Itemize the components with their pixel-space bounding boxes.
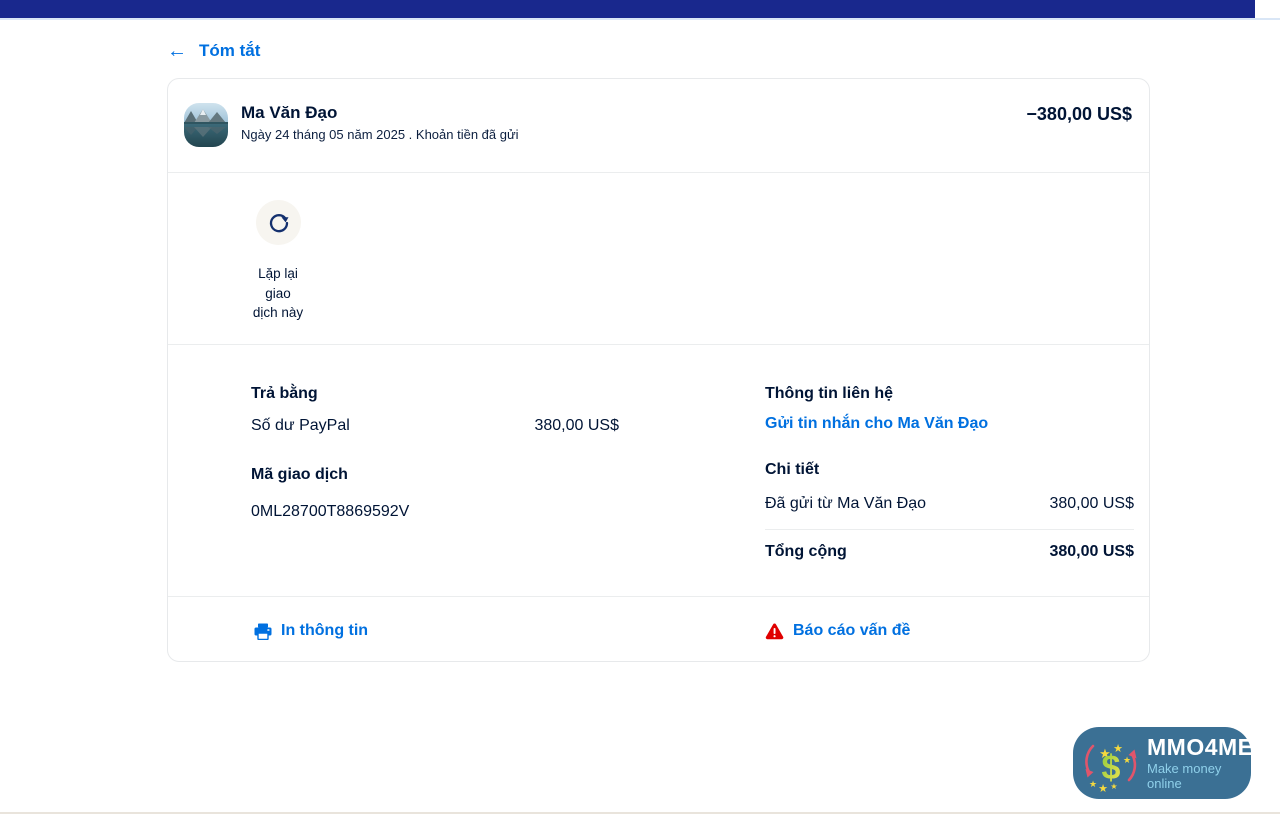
report-problem-button[interactable]: Báo cáo vấn đề [765,622,910,640]
mmo4me-subtitle: Make money online [1147,761,1222,791]
mmo4me-watermark: ★ ★ ★ ★ ★ ★ $ MMO4ME Make money online [1073,727,1254,799]
paid-with-row: Số dư PayPal 380,00 US$ [251,417,619,435]
repeat-label-line3: dịch này [252,305,304,320]
payment-method-amount: 380,00 US$ [534,417,619,434]
counterparty-name: Ma Văn Đạo [241,103,338,122]
bottom-line [0,812,1280,814]
breakdown-row-value: 380,00 US$ [1049,495,1134,512]
print-info-button[interactable]: In thông tin [254,622,368,640]
svg-text:★: ★ [1098,783,1108,794]
breakdown-row: Đã gửi từ Ma Văn Đạo 380,00 US$ [765,495,1134,513]
transaction-date-type: Ngày 24 tháng 05 năm 2025 . Khoản tiền đ… [241,127,519,142]
contact-info-title: Thông tin liên hệ [765,385,893,402]
print-info-label: In thông tin [281,622,369,639]
back-to-summary-link[interactable]: ← Tóm tắt [167,41,260,61]
transaction-amount: −380,00 US$ [1026,104,1132,124]
svg-text:★: ★ [1113,743,1123,755]
back-arrow-icon: ← [167,40,187,62]
transaction-detail-card: Ma Văn Đạo Ngày 24 tháng 05 năm 2025 . K… [167,78,1150,662]
printer-icon [254,623,272,640]
repeat-transaction-button[interactable] [256,200,301,245]
repeat-label-line2: giao [265,285,291,301]
breakdown-row-label: Đã gửi từ Ma Văn Đạo [765,495,927,512]
transaction-id-title: Mã giao dịch [251,466,348,483]
breakdown-divider [765,529,1134,530]
dollar-stars-logo-icon: ★ ★ ★ ★ ★ ★ $ [1081,732,1141,794]
divider [168,344,1149,345]
transaction-id-value: 0ML28700T8869592V [251,503,410,520]
warning-icon [765,622,784,640]
details-title: Chi tiết [765,461,820,478]
svg-text:★: ★ [1089,779,1097,789]
total-value: 380,00 US$ [1049,543,1134,560]
refresh-icon [268,212,290,234]
total-label: Tổng cộng [765,543,847,560]
paid-with-title: Trả bằng [251,385,318,402]
top-navigation-bar [0,0,1255,18]
report-problem-label: Báo cáo vấn đề [793,622,911,639]
send-message-link[interactable]: Gửi tin nhắn cho Ma Văn Đạo [765,415,989,432]
svg-text:★: ★ [1110,782,1117,791]
divider [168,172,1149,173]
svg-text:★: ★ [1099,746,1111,761]
back-link-label: Tóm tắt [199,41,261,60]
topbar-underline [0,18,1280,20]
total-row: Tổng cộng 380,00 US$ [765,543,1134,561]
repeat-label-line1: Lặp lại [258,266,298,281]
svg-text:$: $ [1102,749,1121,787]
svg-text:★: ★ [1123,755,1131,765]
divider [168,596,1149,597]
avatar [184,103,228,147]
mmo4me-title: MMO4ME [1147,734,1254,760]
payment-method: Số dư PayPal [251,417,350,434]
repeat-transaction-label[interactable]: Lặp lại giao dịch này [228,264,328,323]
